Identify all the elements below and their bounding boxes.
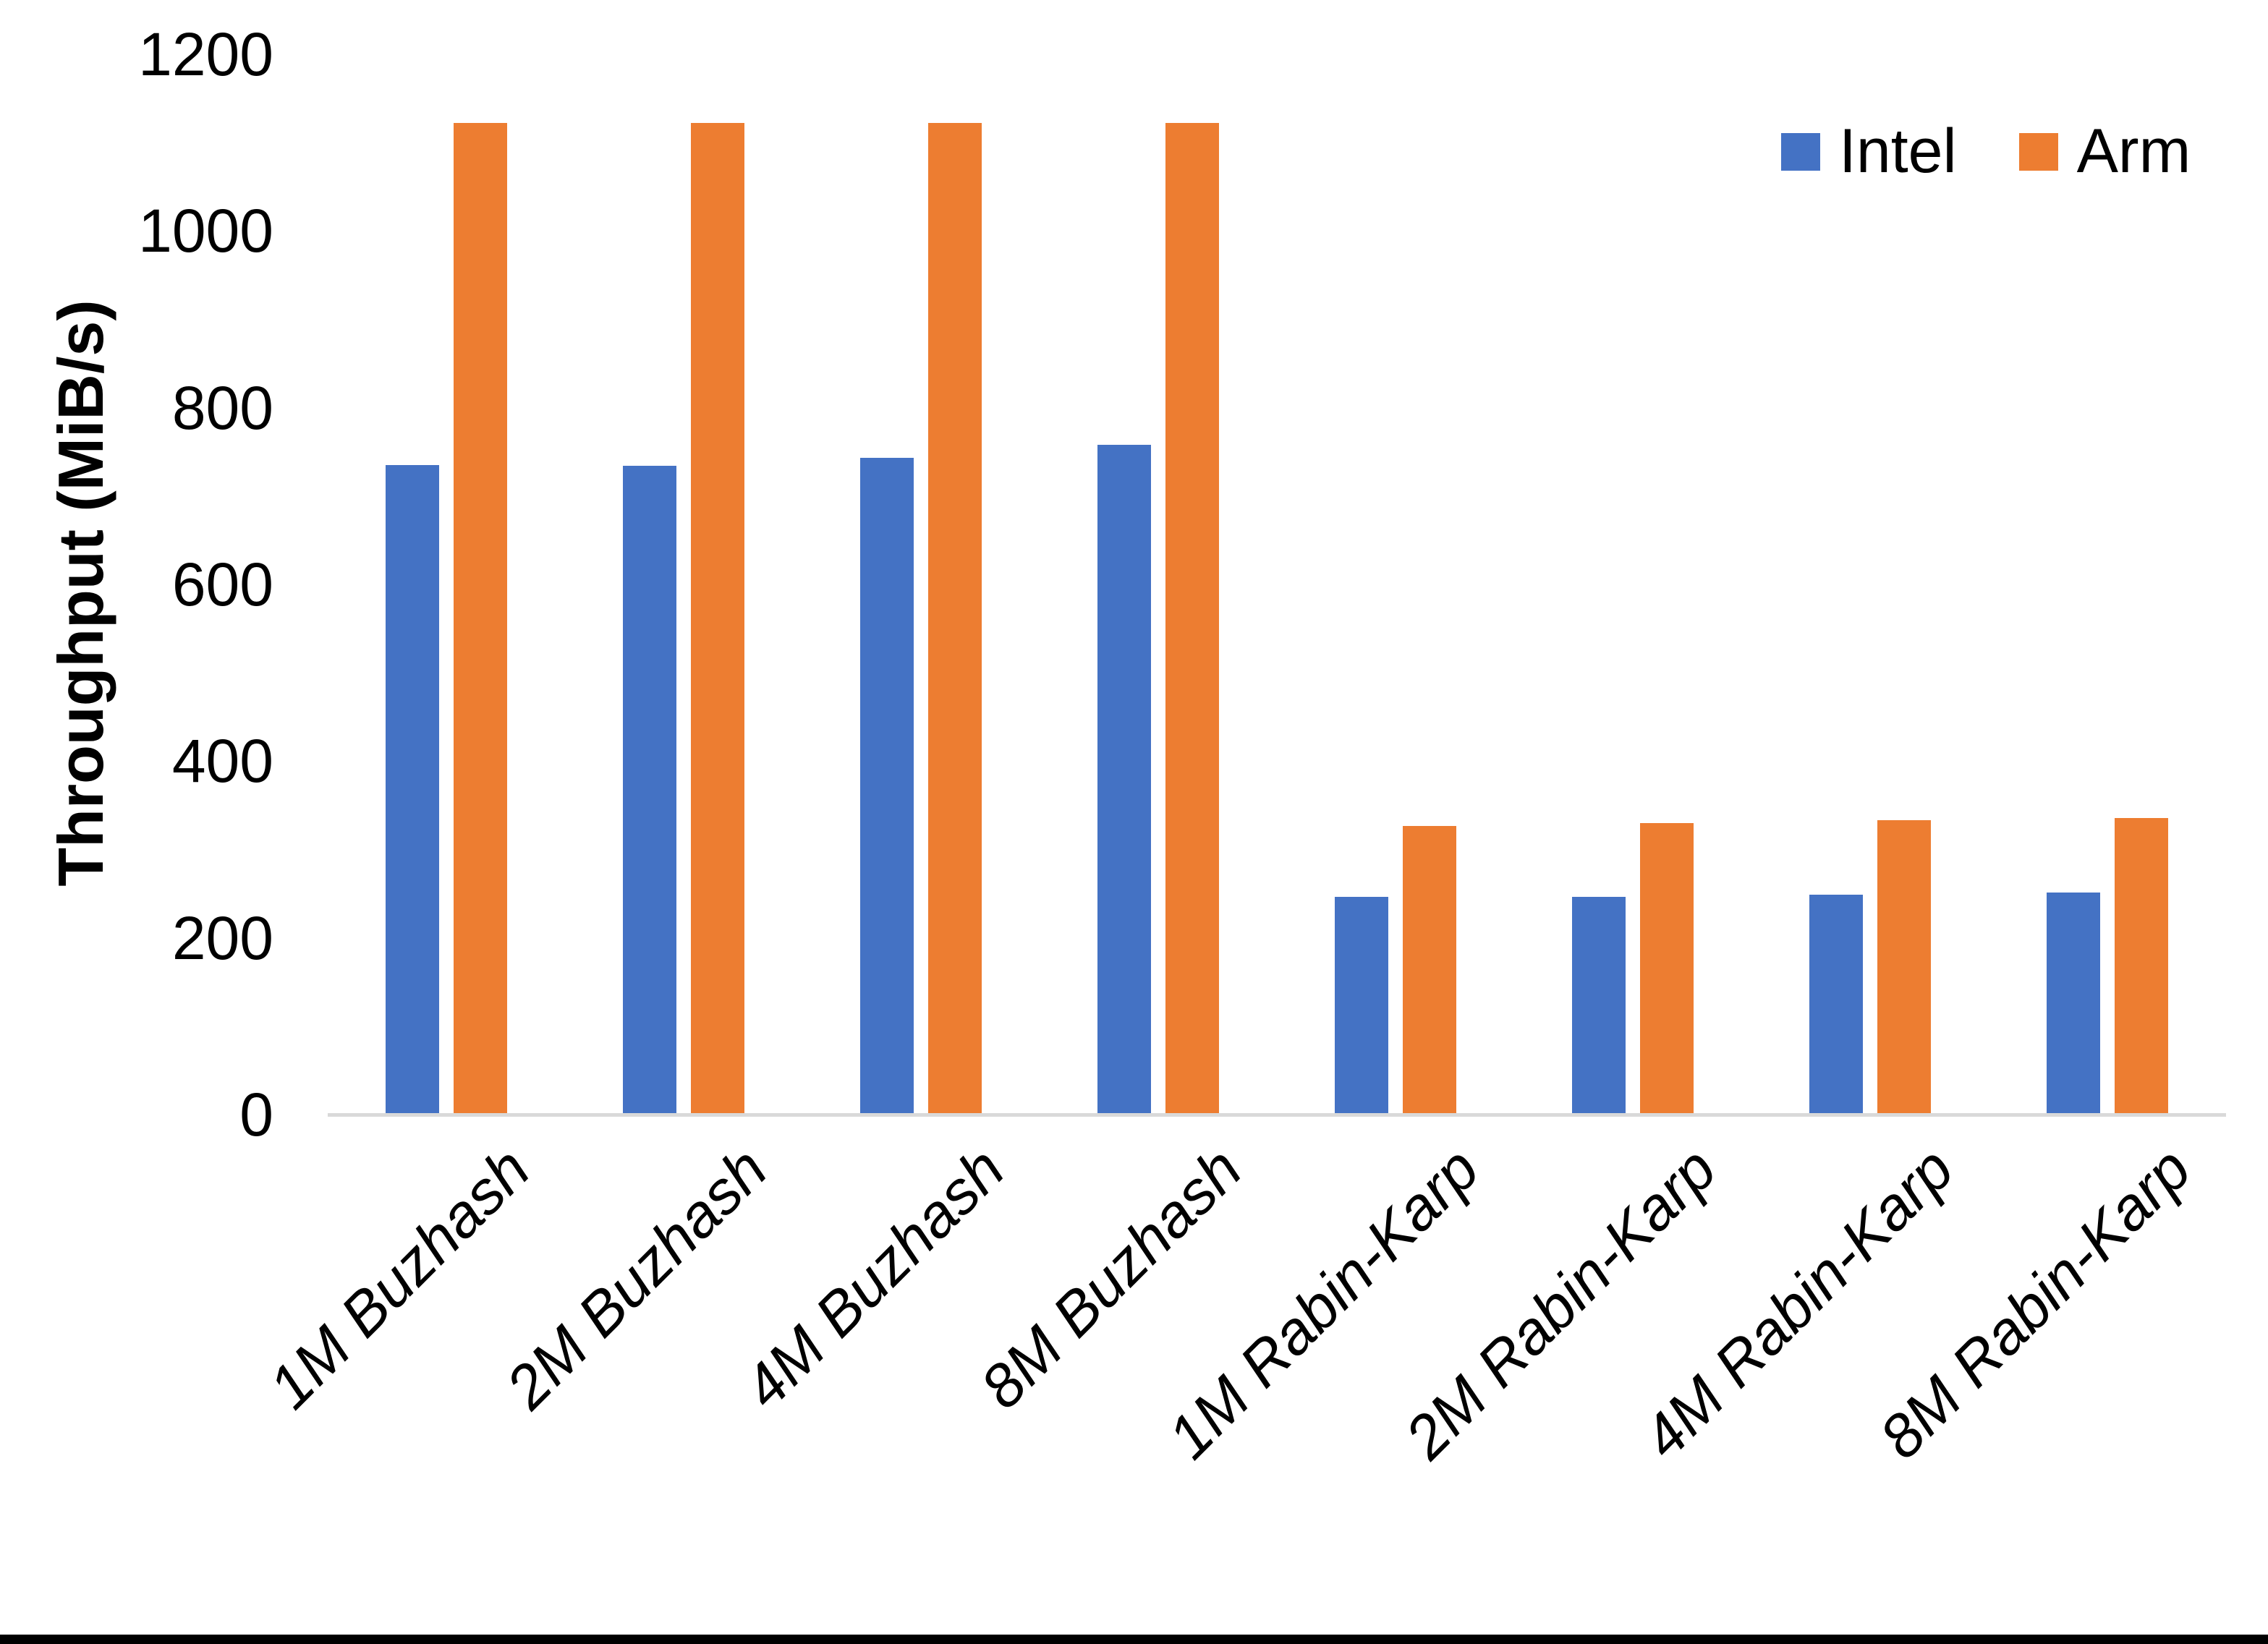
- y-tick-label: 1000: [138, 197, 273, 265]
- bar-intel-8m-buzhash: [1097, 444, 1151, 1115]
- bar-arm-2m-buzhash: [691, 123, 744, 1115]
- bar-arm-1m-rabin-karp: [1403, 825, 1456, 1115]
- bar-arm-8m-buzhash: [1165, 123, 1219, 1115]
- bar-arm-2m-rabin-karp: [1640, 822, 1694, 1115]
- bar-intel-2m-rabin-karp: [1572, 897, 1626, 1115]
- y-tick-label: 0: [239, 1081, 273, 1149]
- y-tick-label: 800: [171, 373, 273, 442]
- bar-intel-1m-rabin-karp: [1335, 897, 1388, 1115]
- legend-swatch-arm: [2018, 132, 2058, 171]
- legend-item-arm: Arm: [2018, 116, 2191, 187]
- bar-intel-4m-rabin-karp: [1809, 894, 1863, 1115]
- legend: Intel Arm: [1781, 116, 2191, 187]
- legend-label-intel: Intel: [1839, 116, 1957, 186]
- bar-intel-4m-buzhash: [860, 458, 914, 1115]
- bar-intel-1m-buzhash: [386, 465, 439, 1115]
- x-axis-line: [328, 1113, 2226, 1117]
- bottom-border: [0, 1635, 2268, 1644]
- bar-arm-4m-buzhash: [928, 123, 982, 1115]
- y-tick-label: 1200: [138, 20, 273, 88]
- y-tick-label: 400: [171, 727, 273, 796]
- y-tick-label: 200: [171, 903, 273, 972]
- legend-label-arm: Arm: [2076, 116, 2191, 186]
- bar-intel-8m-rabin-karp: [2047, 893, 2100, 1115]
- legend-swatch-intel: [1781, 132, 1820, 171]
- legend-item-intel: Intel: [1781, 116, 1957, 187]
- bar-arm-1m-buzhash: [454, 123, 507, 1115]
- bar-arm-4m-rabin-karp: [1877, 820, 1931, 1115]
- bar-arm-8m-rabin-karp: [2115, 817, 2168, 1115]
- bar-intel-2m-buzhash: [623, 466, 676, 1115]
- y-tick-label: 600: [171, 550, 273, 618]
